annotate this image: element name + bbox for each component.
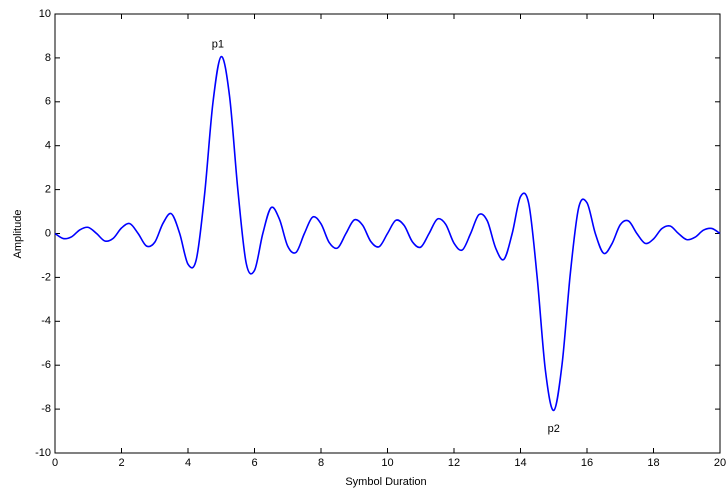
x-tick-label: 0 — [52, 457, 58, 469]
x-tick-label: 18 — [647, 457, 659, 469]
y-tick-label: -8 — [41, 403, 51, 415]
annotation: p1 — [212, 39, 224, 51]
y-tick-label: 0 — [45, 227, 51, 239]
x-axis-label: Symbol Duration — [345, 476, 426, 488]
y-axis-label: Amplitude — [12, 210, 24, 259]
page: Symbol Duration Amplitude 0 2 4 6 8 10 12 14 16 1… — [0, 0, 728, 491]
y-tick-label: 10 — [39, 8, 51, 20]
background — [0, 0, 728, 491]
x-tick-label: 12 — [448, 457, 460, 469]
x-tick-label: 6 — [251, 457, 257, 469]
annotation: p2 — [548, 423, 560, 435]
x-tick-label: 10 — [381, 457, 393, 469]
x-tick-label: 4 — [185, 457, 191, 469]
y-tick-label: 6 — [45, 96, 51, 108]
x-tick-label: 14 — [514, 457, 526, 469]
x-tick-label: 16 — [581, 457, 593, 469]
y-tick-label: 2 — [45, 184, 51, 196]
y-tick-label: -10 — [35, 447, 51, 459]
x-tick-label: 20 — [714, 457, 726, 469]
y-tick-label: -4 — [41, 315, 51, 327]
chart: Symbol Duration Amplitude 0 2 4 6 8 10 12 14 16 1… — [0, 0, 728, 491]
y-tick-label: 4 — [45, 140, 51, 152]
y-tick-label: -2 — [41, 271, 51, 283]
y-tick-label: 8 — [45, 52, 51, 64]
x-tick-label: 2 — [118, 457, 124, 469]
y-tick-label: -6 — [41, 359, 51, 371]
x-tick-label: 8 — [318, 457, 324, 469]
